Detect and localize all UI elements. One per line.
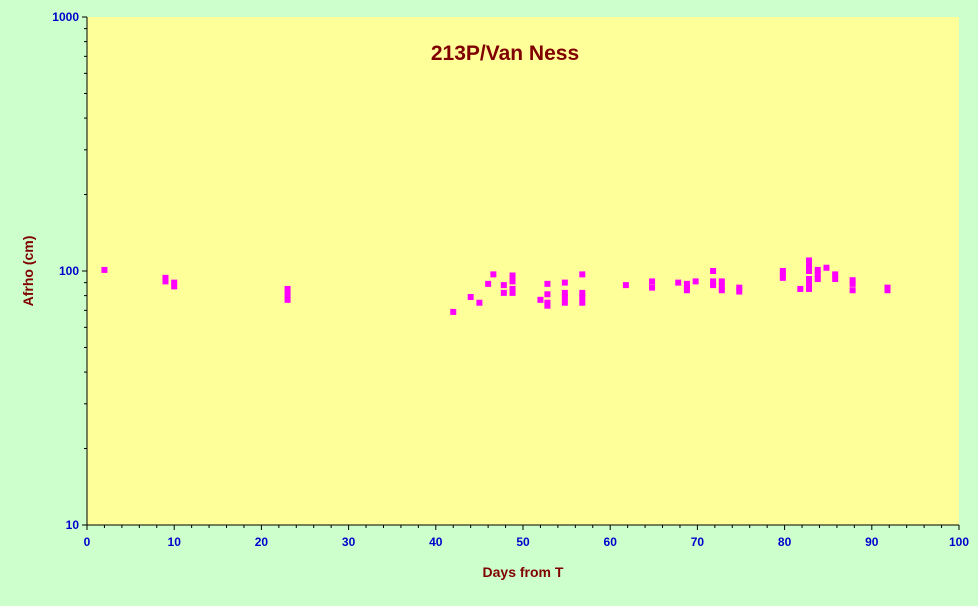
data-point (649, 278, 656, 285)
data-point (814, 276, 821, 283)
data-point (101, 266, 108, 273)
data-point (806, 285, 813, 292)
data-point (509, 278, 516, 285)
data-point (561, 289, 568, 296)
data-point (683, 280, 690, 287)
data-point (171, 279, 178, 286)
data-points (101, 257, 891, 315)
data-point (832, 271, 839, 278)
data-point (823, 264, 830, 271)
data-point (736, 284, 743, 291)
data-point (710, 268, 717, 274)
data-point (476, 299, 483, 306)
data-point (162, 278, 169, 285)
data-point (561, 294, 568, 301)
data-point (561, 299, 568, 306)
data-point (544, 302, 551, 309)
x-tick-label: 100 (949, 535, 969, 549)
axes: 0 10 20 30 40 50 60 70 80 90 100 10 100 1000 (52, 10, 969, 549)
data-point (579, 294, 586, 301)
chart-title: 213P/Van Ness (431, 42, 579, 65)
data-point (162, 274, 169, 281)
data-point (832, 276, 839, 283)
data-point (884, 287, 891, 294)
plot-area (87, 17, 959, 525)
data-point (485, 280, 492, 287)
data-point (718, 283, 725, 290)
data-point (284, 291, 291, 298)
data-point (622, 282, 629, 289)
data-point (579, 299, 586, 306)
data-point (500, 282, 507, 289)
y-axis-title: Afrho (cm) (20, 236, 36, 307)
data-point (467, 294, 474, 301)
data-point (284, 296, 291, 303)
data-point (779, 274, 786, 281)
x-tick-label: 0 (84, 535, 91, 549)
data-point (284, 285, 291, 292)
data-point (509, 289, 516, 296)
data-point (692, 278, 699, 285)
data-point (649, 284, 656, 291)
data-point (718, 278, 725, 285)
data-point (797, 285, 804, 292)
x-tick-label: 40 (429, 535, 443, 549)
data-point (814, 271, 821, 278)
data-point (806, 268, 813, 274)
data-point (849, 287, 856, 294)
x-tick-label: 10 (168, 535, 182, 549)
data-point (806, 280, 813, 287)
data-point (779, 268, 786, 274)
data-point (509, 285, 516, 292)
data-point (544, 291, 551, 298)
data-point (849, 277, 856, 284)
data-point (806, 257, 813, 264)
data-point (675, 279, 682, 286)
data-point (561, 279, 568, 286)
data-point (736, 288, 743, 295)
data-point (509, 272, 516, 279)
data-point (779, 271, 786, 278)
x-tick-label: 30 (342, 535, 356, 549)
data-point (806, 262, 813, 269)
data-point (710, 282, 717, 289)
x-tick-label: 70 (691, 535, 705, 549)
y-tick-label: 10 (66, 518, 80, 532)
data-point (683, 287, 690, 294)
x-axis-title: Days from T (483, 564, 564, 580)
x-tick-label: 60 (604, 535, 618, 549)
data-point (718, 287, 725, 294)
data-point (806, 276, 813, 283)
x-tick-label: 90 (865, 535, 879, 549)
data-point (579, 271, 586, 278)
data-point (544, 280, 551, 287)
data-point (849, 280, 856, 287)
data-point (450, 308, 457, 315)
y-tick-label: 100 (59, 264, 79, 278)
x-tick-label: 20 (255, 535, 269, 549)
data-point (171, 283, 178, 290)
x-tick-label: 80 (778, 535, 792, 549)
data-point (814, 266, 821, 273)
data-point (500, 289, 507, 296)
data-point (579, 289, 586, 296)
y-tick-label: 1000 (52, 10, 79, 24)
x-tick-label: 50 (516, 535, 530, 549)
data-point (490, 271, 497, 278)
data-point (537, 296, 544, 303)
data-point (710, 278, 717, 285)
